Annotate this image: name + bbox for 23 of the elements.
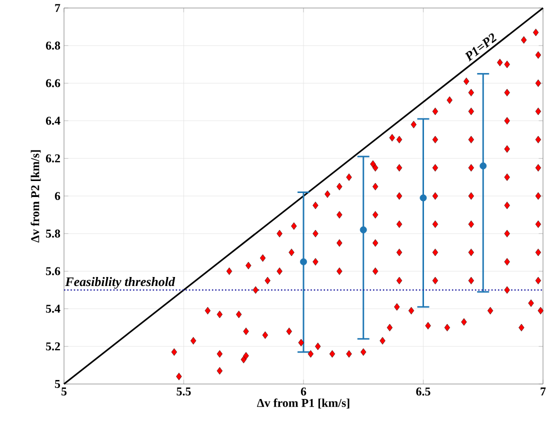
x-tick-label: 6 bbox=[300, 388, 306, 396]
point bbox=[360, 226, 367, 234]
x-tick-label: 5 bbox=[61, 388, 67, 396]
x-tick-label: 6.5 bbox=[416, 388, 430, 396]
x-axis-title: Δv from P1 [km/s] bbox=[257, 398, 350, 408]
point bbox=[300, 258, 307, 266]
y-tick-label: 6.6 bbox=[46, 79, 60, 88]
y-tick-label: 6 bbox=[54, 192, 60, 200]
y-tick-label: 5 bbox=[54, 380, 60, 388]
y-tick-label: 5.2 bbox=[46, 342, 60, 350]
y-tick-label: 6.4 bbox=[46, 116, 60, 125]
y-tick-label: 5.6 bbox=[46, 267, 60, 276]
y-axis-title: Δv from P2 [km/s] bbox=[30, 150, 41, 242]
y-tick-label: 6.2 bbox=[46, 154, 60, 162]
y-tick-label: 6.8 bbox=[46, 42, 60, 50]
point bbox=[420, 194, 427, 202]
x-tick-label: 7 bbox=[540, 388, 546, 396]
y-tick-label: 5.8 bbox=[46, 230, 60, 238]
y-tick-label: 5.4 bbox=[46, 304, 60, 313]
x-tick-label: 5.5 bbox=[176, 388, 191, 396]
ref-line-label: Feasibility threshold bbox=[65, 277, 176, 289]
point bbox=[480, 162, 487, 170]
y-tick-label: 7 bbox=[55, 4, 60, 12]
